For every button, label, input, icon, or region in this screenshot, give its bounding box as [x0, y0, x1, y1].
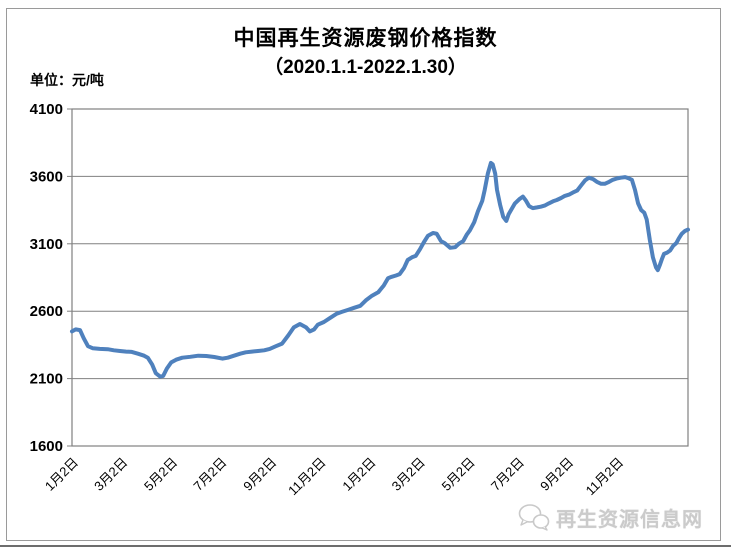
x-tick-label: 1月2日 — [339, 455, 378, 494]
x-tick-label: 1月2日 — [42, 455, 81, 494]
chart-title: 中国再生资源废钢价格指数 — [233, 27, 498, 50]
x-tick-label: 3月2日 — [389, 455, 428, 494]
x-tick-label: 7月2日 — [190, 455, 229, 494]
wechat-icon — [518, 504, 550, 531]
x-tick-label: 11月2日 — [285, 455, 329, 499]
plot-border — [71, 108, 689, 447]
x-tick-label: 7月2日 — [488, 455, 527, 494]
watermark-text: 再生资源信息网 — [556, 508, 703, 531]
x-tick-label: 9月2日 — [537, 455, 576, 494]
chart-frame — [6, 8, 721, 541]
y-tick-label: 3100 — [30, 236, 63, 253]
x-tick-label: 11月2日 — [583, 455, 627, 499]
price-line — [70, 160, 690, 379]
unit-label: 单位：元/吨 — [30, 72, 104, 88]
watermark: 再生资源信息网 — [518, 502, 703, 532]
y-tick-label: 2100 — [30, 371, 63, 388]
y-tick-label: 3600 — [30, 168, 63, 185]
bottom-divider — [0, 545, 731, 547]
y-tick-label: 4100 — [30, 101, 63, 118]
y-tick-label: 2600 — [30, 303, 63, 320]
x-tick-label: 5月2日 — [141, 455, 180, 494]
chart-subtitle: （2020.1.1-2022.1.30） — [264, 57, 467, 78]
x-tick-label: 3月2日 — [91, 455, 130, 494]
x-tick-label: 5月2日 — [439, 455, 478, 494]
x-tick-label: 9月2日 — [240, 455, 279, 494]
y-tick-label: 1600 — [30, 438, 63, 455]
